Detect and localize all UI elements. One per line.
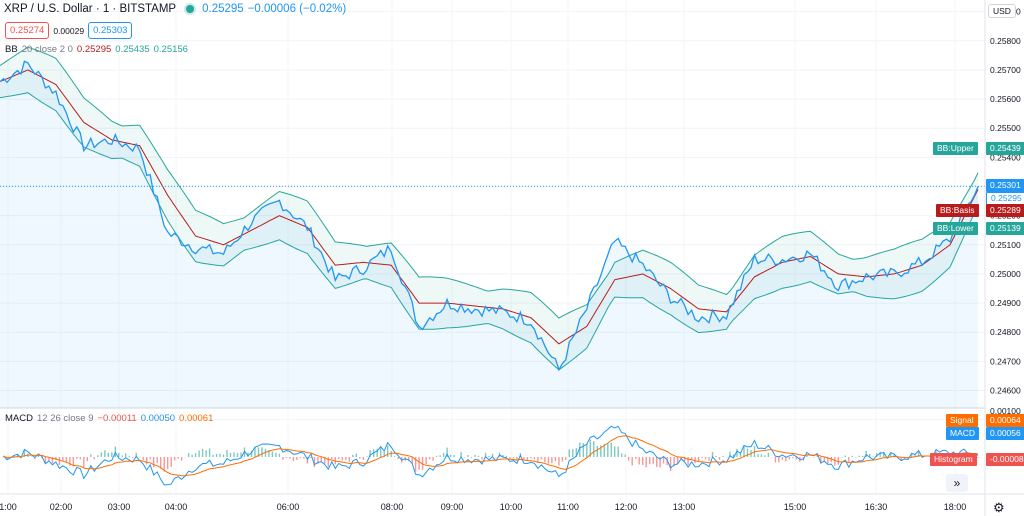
bollinger-bands — [0, 46, 979, 371]
bb-upper-value: 0.25439 — [986, 142, 1024, 155]
macd-value: 0.00056 — [986, 427, 1024, 440]
time-tick-label: 08:00 — [381, 502, 404, 512]
bb-upper-label: BB:Upper — [933, 142, 978, 155]
bb-basis-line — [0, 69, 979, 345]
price-line — [0, 60, 979, 372]
time-tick-label: 18:00 — [944, 502, 967, 512]
bb-lower-line — [0, 92, 979, 371]
macd-legend-histogram: −0.00011 — [97, 413, 137, 424]
price-tick-label: 0.24700 — [990, 356, 1021, 366]
bb-legend-upper: 0.25435 — [115, 44, 150, 55]
price-tick-label: 0.25500 — [990, 123, 1021, 133]
macd-line — [3, 425, 979, 486]
price-series — [0, 60, 985, 409]
spread-value: 0.00029 — [53, 25, 85, 36]
macd-legend[interactable]: MACD 12 26 close 9 −0.00011 0.00050 0.00061 — [5, 413, 217, 424]
time-tick-label: 11:00 — [557, 502, 579, 512]
bb-lower-label: BB:Lower — [933, 222, 978, 235]
price-tick-label: 0.25600 — [990, 94, 1021, 104]
time-tick-label: 13:00 — [673, 502, 696, 512]
header-last-price: 0.25295 — [202, 3, 244, 15]
time-tick-label: 12:00 — [615, 502, 638, 512]
time-tick-label: 16:30 — [865, 502, 888, 512]
price-tick-label: 0.24800 — [990, 327, 1021, 337]
header-change: −0.00006 (−0.02%) — [247, 3, 347, 15]
bb-fill — [0, 47, 978, 370]
market-status-icon — [186, 5, 195, 13]
time-tick-label: 06:00 — [277, 502, 300, 512]
bb-basis-value: 0.25289 — [986, 204, 1024, 217]
time-tick-label: 10:00 — [500, 502, 523, 512]
signal-label: Signal — [946, 414, 978, 427]
histogram-value: -0.00008 — [986, 453, 1024, 466]
currency-button[interactable]: USD — [988, 4, 1016, 18]
symbol-header[interactable]: XRP / U.S. Dollar · 1 · BITSTAMP 0.25295… — [4, 3, 346, 15]
price-tick-label: 0.25400 — [990, 152, 1021, 162]
bb-basis-label: BB:Basis — [936, 204, 979, 217]
time-tick-label: 15:00 — [784, 502, 807, 512]
quote-row: 0.25274 0.00029 0.25303 — [5, 22, 133, 39]
buy-button[interactable]: 0.25303 — [88, 22, 133, 39]
price-tick-label: 0.24600 — [990, 386, 1021, 396]
time-axis[interactable]: 1:00 02:00 03:00 04:00 06:00 08:00 09:00 10:00 1… — [0, 502, 966, 512]
gear-icon[interactable]: ⚙ — [993, 500, 1005, 515]
bb-upper-line — [0, 46, 979, 319]
ask-price-tag: 0.25301 — [986, 179, 1024, 192]
time-tick-label: 09:00 — [441, 502, 464, 512]
macd-pane[interactable] — [2, 425, 979, 486]
signal-value: 0.00064 — [986, 414, 1024, 427]
symbol-title[interactable]: XRP / U.S. Dollar · 1 · BITSTAMP — [4, 3, 177, 15]
macd-label: MACD — [946, 427, 980, 440]
macd-legend-name: MACD — [5, 413, 33, 424]
macd-legend-macd: 0.00050 — [140, 413, 176, 424]
price-tick-label: 0.25700 — [990, 65, 1021, 75]
bb-lower-value: 0.25139 — [986, 222, 1024, 235]
price-tick-label: 0.25100 — [990, 240, 1021, 250]
price-tick-label: 0.24900 — [990, 298, 1021, 308]
time-tick-label: 03:00 — [108, 502, 131, 512]
macd-legend-signal: 0.00061 — [179, 413, 214, 424]
signal-line — [3, 435, 979, 477]
histogram-label: Histogram — [930, 453, 977, 466]
bb-legend-name: BB — [5, 44, 18, 55]
time-tick-label: 1:00 — [0, 502, 17, 512]
bb-legend-lower: 0.25156 — [153, 44, 188, 55]
macd-tick-label: 0.00100 — [990, 406, 1021, 416]
sell-button[interactable]: 0.25274 — [5, 22, 50, 39]
bb-legend[interactable]: BB 20 close 2 0 0.25295 0.25435 0.25156 — [5, 44, 192, 55]
scroll-to-realtime-button[interactable]: » — [946, 474, 968, 492]
price-tick-label: 0.25800 — [990, 36, 1021, 46]
price-area — [0, 61, 978, 409]
price-tick-label: 0.25000 — [990, 269, 1021, 279]
bb-legend-params: 20 close 2 0 — [21, 44, 73, 55]
time-tick-label: 02:00 — [50, 502, 73, 512]
macd-legend-params: 12 26 close 9 — [36, 413, 94, 424]
time-tick-label: 04:00 — [165, 502, 188, 512]
bb-legend-basis: 0.25295 — [76, 44, 112, 55]
